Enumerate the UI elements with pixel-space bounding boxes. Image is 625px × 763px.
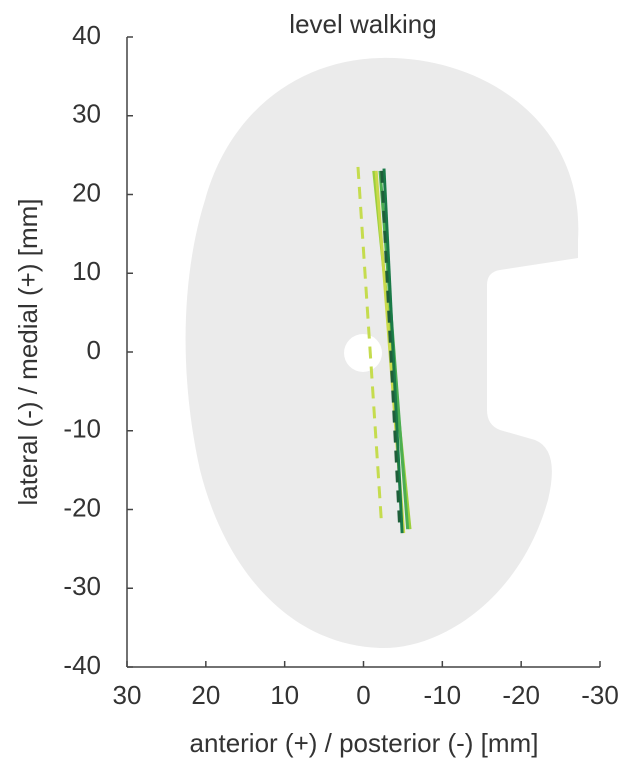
x-axis-label: anterior (+) / posterior (-) [mm] — [190, 728, 539, 758]
y-tick-label: 0 — [87, 335, 101, 365]
y-tick-label: 20 — [72, 177, 101, 207]
y-tick-label: 10 — [72, 256, 101, 286]
y-tick-label: 30 — [72, 99, 101, 129]
y-tick-label: -20 — [63, 492, 101, 522]
y-tick-label: -40 — [63, 650, 101, 680]
chart-title: level walking — [289, 9, 436, 39]
x-tick-label: 0 — [356, 680, 370, 710]
x-tick-label: -20 — [502, 680, 540, 710]
y-tick-label: -10 — [63, 414, 101, 444]
y-tick-label: 40 — [72, 20, 101, 50]
x-tick-label: 20 — [191, 680, 220, 710]
x-tick-label: 10 — [270, 680, 299, 710]
x-tick-label: 30 — [113, 680, 142, 710]
y-tick-label: -30 — [63, 571, 101, 601]
x-tick-label: -30 — [581, 680, 619, 710]
hole — [344, 334, 382, 372]
x-tick-label: -10 — [424, 680, 462, 710]
y-axis-label: lateral (-) / medial (+) [mm] — [13, 199, 43, 506]
trajectory-line — [382, 168, 404, 534]
